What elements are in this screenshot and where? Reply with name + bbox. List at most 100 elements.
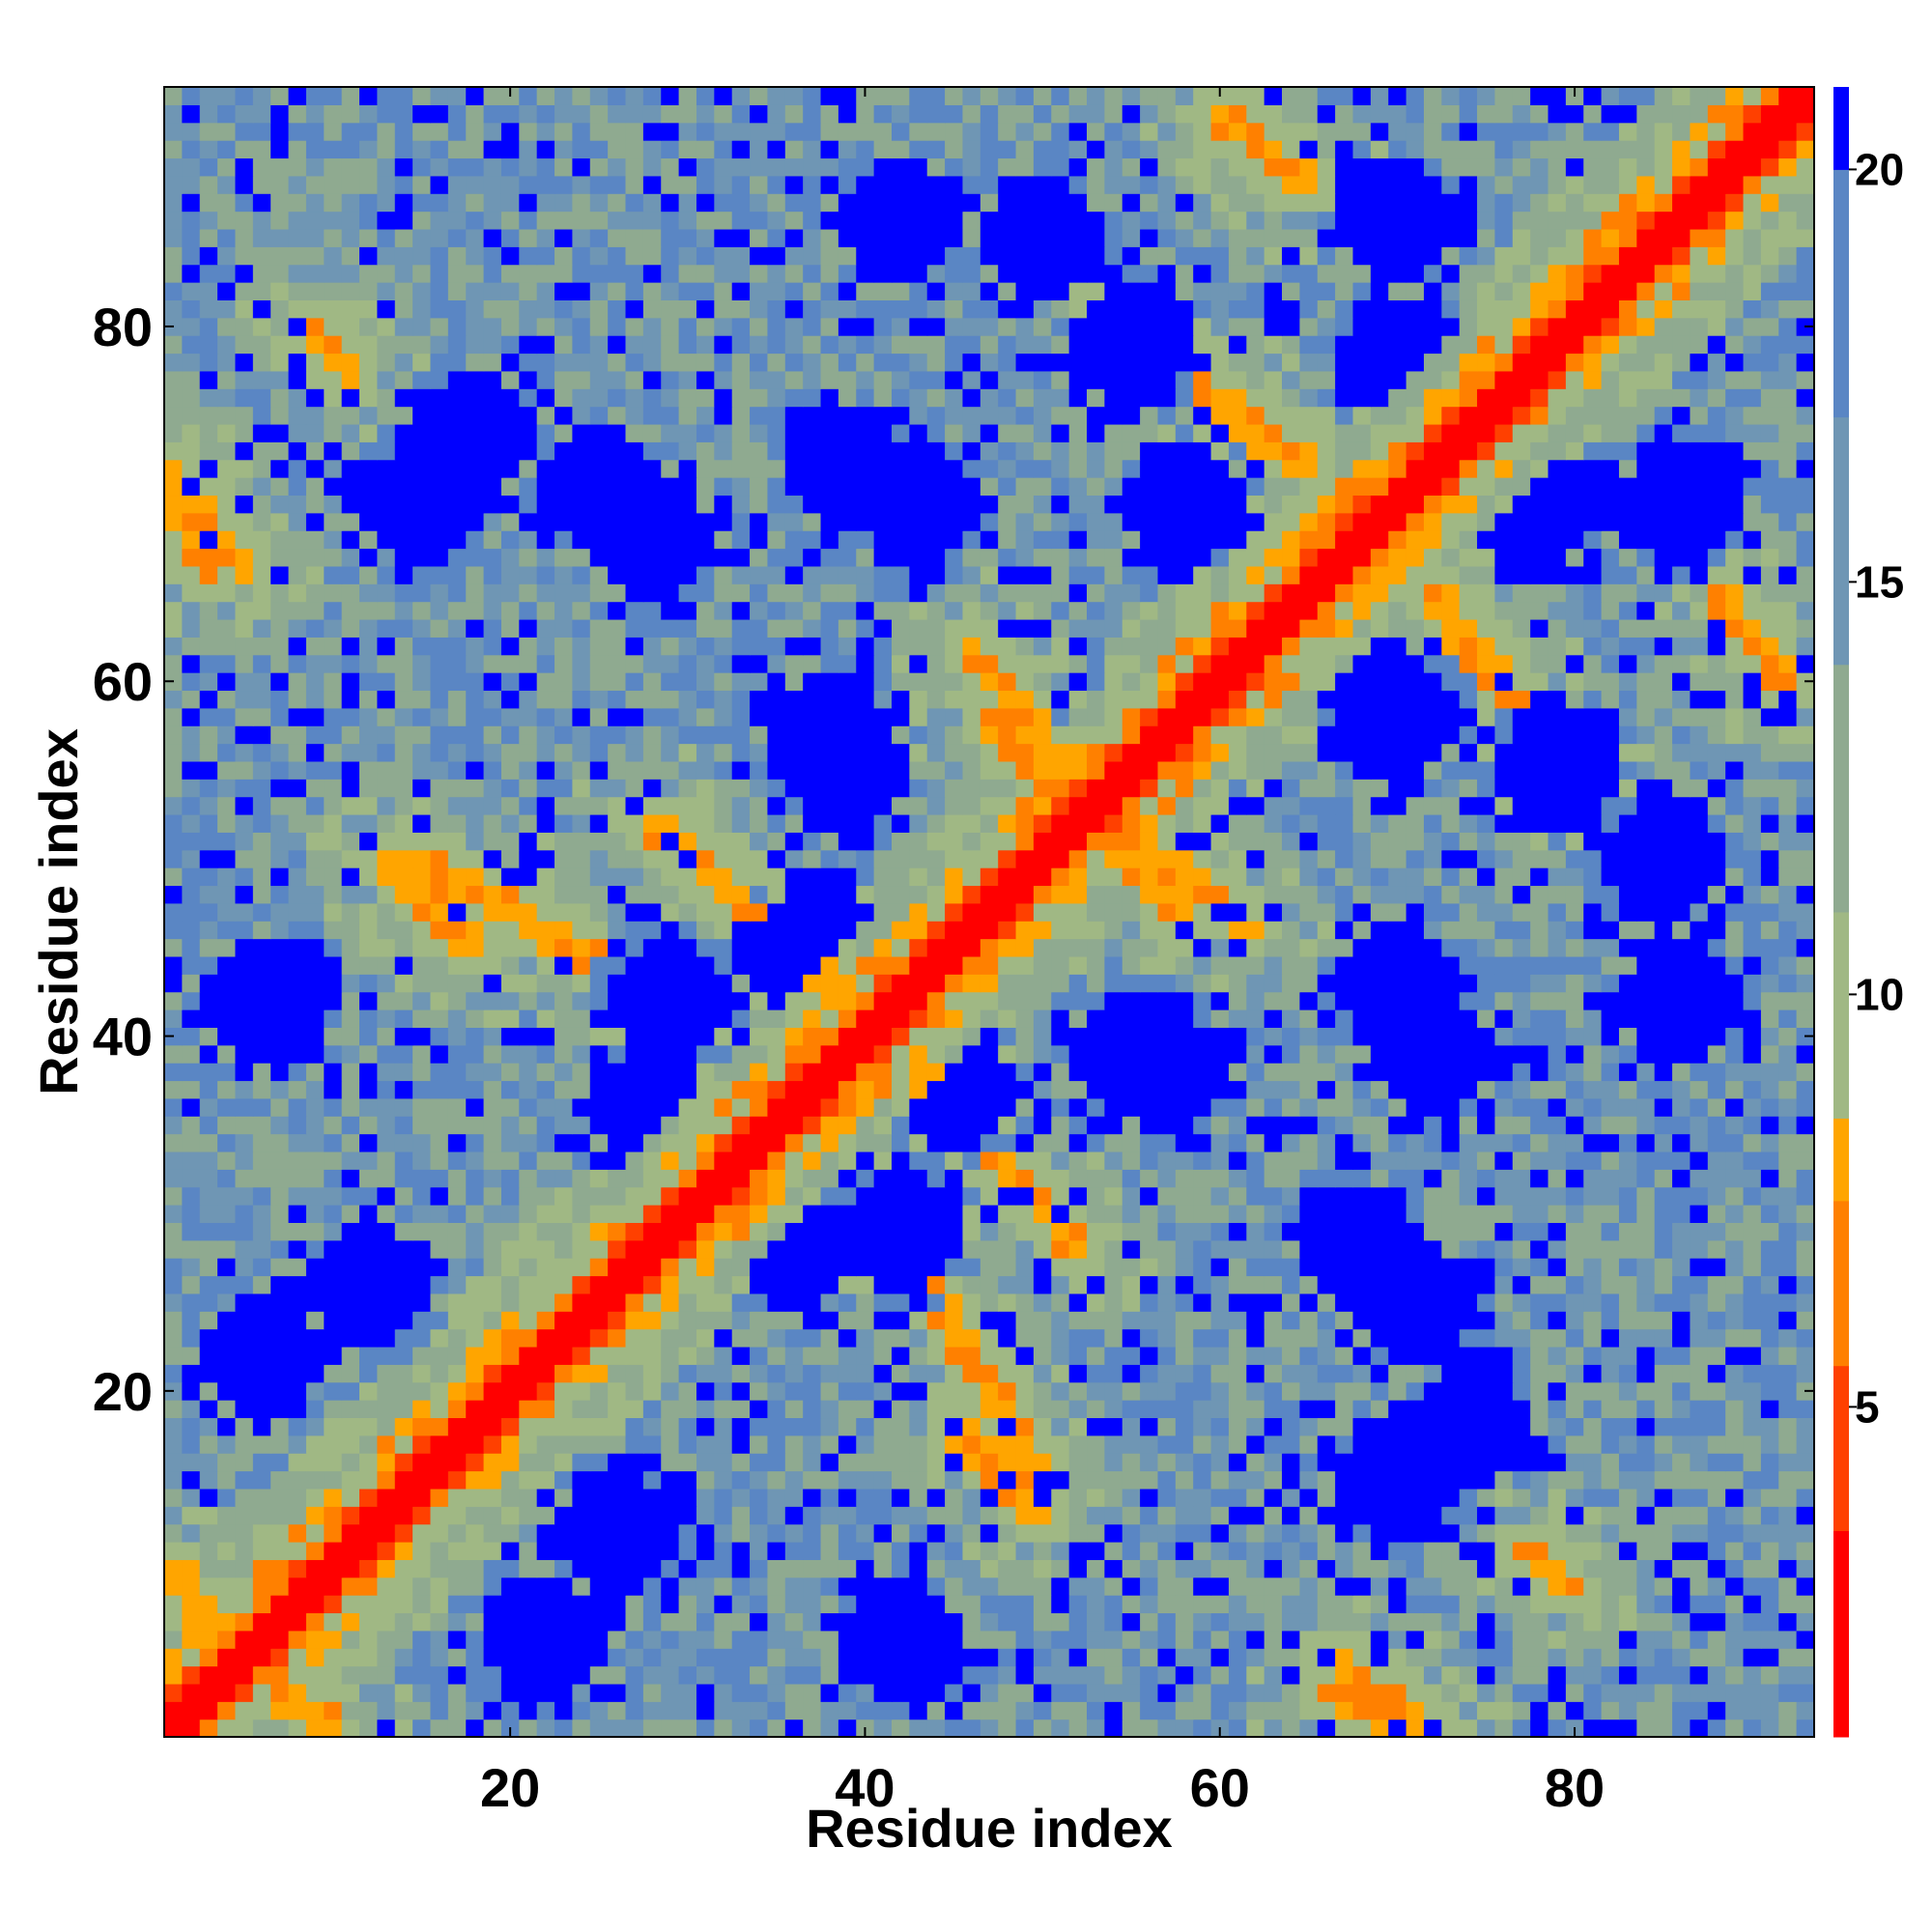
heatmap-cell (696, 1541, 715, 1560)
heatmap-cell (1441, 796, 1461, 815)
heatmap-cell (608, 1453, 627, 1472)
heatmap-cell (838, 938, 857, 957)
heatmap-cell (1743, 1577, 1762, 1596)
heatmap-cell (1690, 832, 1709, 851)
heatmap-cell (1494, 1009, 1514, 1028)
heatmap-cell (519, 1506, 538, 1525)
heatmap-cell (1193, 1311, 1212, 1330)
heatmap-cell (1282, 796, 1300, 815)
heatmap-cell (1104, 1453, 1123, 1472)
heatmap-cell (750, 1293, 769, 1312)
heatmap-cell (1796, 1612, 1815, 1632)
heatmap-cell (1246, 1258, 1265, 1277)
heatmap-cell (926, 1239, 946, 1259)
heatmap-cell (1583, 1258, 1603, 1277)
heatmap-cell (1601, 1523, 1620, 1543)
heatmap-cell (341, 1151, 360, 1170)
heatmap-cell (1725, 1151, 1745, 1170)
heatmap-cell (305, 1169, 325, 1188)
heatmap-cell (1317, 1169, 1336, 1188)
heatmap-cell (1140, 1169, 1159, 1188)
heatmap-cell (856, 1523, 875, 1543)
heatmap-cell (164, 1097, 183, 1117)
heatmap-cell (483, 1488, 502, 1507)
heatmap-cell (1228, 1169, 1247, 1188)
heatmap-cell (1743, 1080, 1762, 1099)
heatmap-cell (608, 867, 627, 887)
heatmap-cell (1548, 1453, 1567, 1472)
heatmap-cell (217, 1311, 237, 1330)
heatmap-cell (359, 1044, 378, 1064)
heatmap-cell (235, 1080, 254, 1099)
heatmap-cell (1051, 1630, 1070, 1649)
heatmap-cell (1796, 1559, 1815, 1578)
heatmap-cell (1015, 1435, 1035, 1454)
heatmap-cell (430, 1630, 449, 1649)
heatmap-cell (500, 902, 520, 922)
heatmap-cell (1068, 867, 1088, 887)
heatmap-cell (536, 1169, 555, 1188)
heatmap-cell (1210, 1541, 1230, 1560)
heatmap-cell (1654, 1293, 1673, 1312)
heatmap-cell (288, 1523, 307, 1543)
heatmap-cell (483, 1381, 502, 1401)
heatmap-cell (1175, 1488, 1194, 1507)
heatmap-cell (1317, 1133, 1336, 1152)
heatmap-cell (182, 1275, 201, 1294)
heatmap-cell (980, 955, 999, 975)
heatmap-cell (1104, 1506, 1123, 1525)
heatmap-cell (1228, 1097, 1247, 1117)
heatmap-cell (1760, 1381, 1779, 1401)
heatmap-cell (608, 1541, 627, 1560)
heatmap-cell (359, 1683, 378, 1702)
heatmap-cell (1778, 902, 1798, 922)
heatmap-cell (341, 1239, 360, 1259)
heatmap-cell (1299, 779, 1319, 798)
heatmap-cell (1707, 991, 1726, 1010)
heatmap-cell (1441, 849, 1461, 868)
heatmap-cell (1370, 1009, 1389, 1028)
heatmap-cell (909, 1506, 928, 1525)
heatmap-cell (341, 1470, 360, 1490)
heatmap-cell (1548, 1097, 1567, 1117)
heatmap-cell (891, 1665, 910, 1685)
heatmap-cell (856, 1400, 875, 1419)
heatmap-cell (1477, 1151, 1496, 1170)
heatmap-cell (1618, 1258, 1637, 1277)
heatmap-cell (1548, 796, 1567, 815)
heatmap-cell (1228, 1044, 1247, 1064)
heatmap-cell (625, 1364, 644, 1383)
heatmap-cell (1512, 1719, 1531, 1738)
heatmap-cell (288, 813, 307, 833)
heatmap-cell (1618, 1435, 1637, 1454)
heatmap-cell (1743, 1417, 1762, 1436)
heatmap-cell (803, 1701, 822, 1720)
heatmap-cell (589, 1311, 609, 1330)
heatmap-cell (926, 849, 946, 868)
heatmap-cell (1087, 1169, 1105, 1188)
heatmap-cell (642, 1559, 662, 1578)
heatmap-cell (305, 1275, 325, 1294)
heatmap-cell (430, 1719, 449, 1738)
heatmap-cell (998, 902, 1017, 922)
heatmap-cell (1477, 1630, 1496, 1649)
heatmap-cell (1193, 1275, 1212, 1294)
heatmap-cell (1388, 1648, 1407, 1667)
heatmap-cell (1388, 1453, 1407, 1472)
heatmap-cell (891, 1417, 910, 1436)
heatmap-cell (1672, 1470, 1691, 1490)
heatmap-cell (1494, 796, 1514, 815)
heatmap-cell (412, 1435, 432, 1454)
heatmap-cell (1618, 902, 1637, 922)
heatmap-cell (1388, 1541, 1407, 1560)
heatmap-cell (1051, 1044, 1070, 1064)
heatmap-cell (288, 1239, 307, 1259)
heatmap-cell (1317, 1311, 1336, 1330)
heatmap-cell (661, 1293, 680, 1312)
heatmap-cell (678, 1541, 697, 1560)
heatmap-cell (324, 1665, 343, 1685)
heatmap-cell (767, 832, 786, 851)
heatmap-cell (1441, 955, 1461, 975)
heatmap-cell (377, 1612, 396, 1632)
heatmap-cell (1104, 1346, 1123, 1365)
